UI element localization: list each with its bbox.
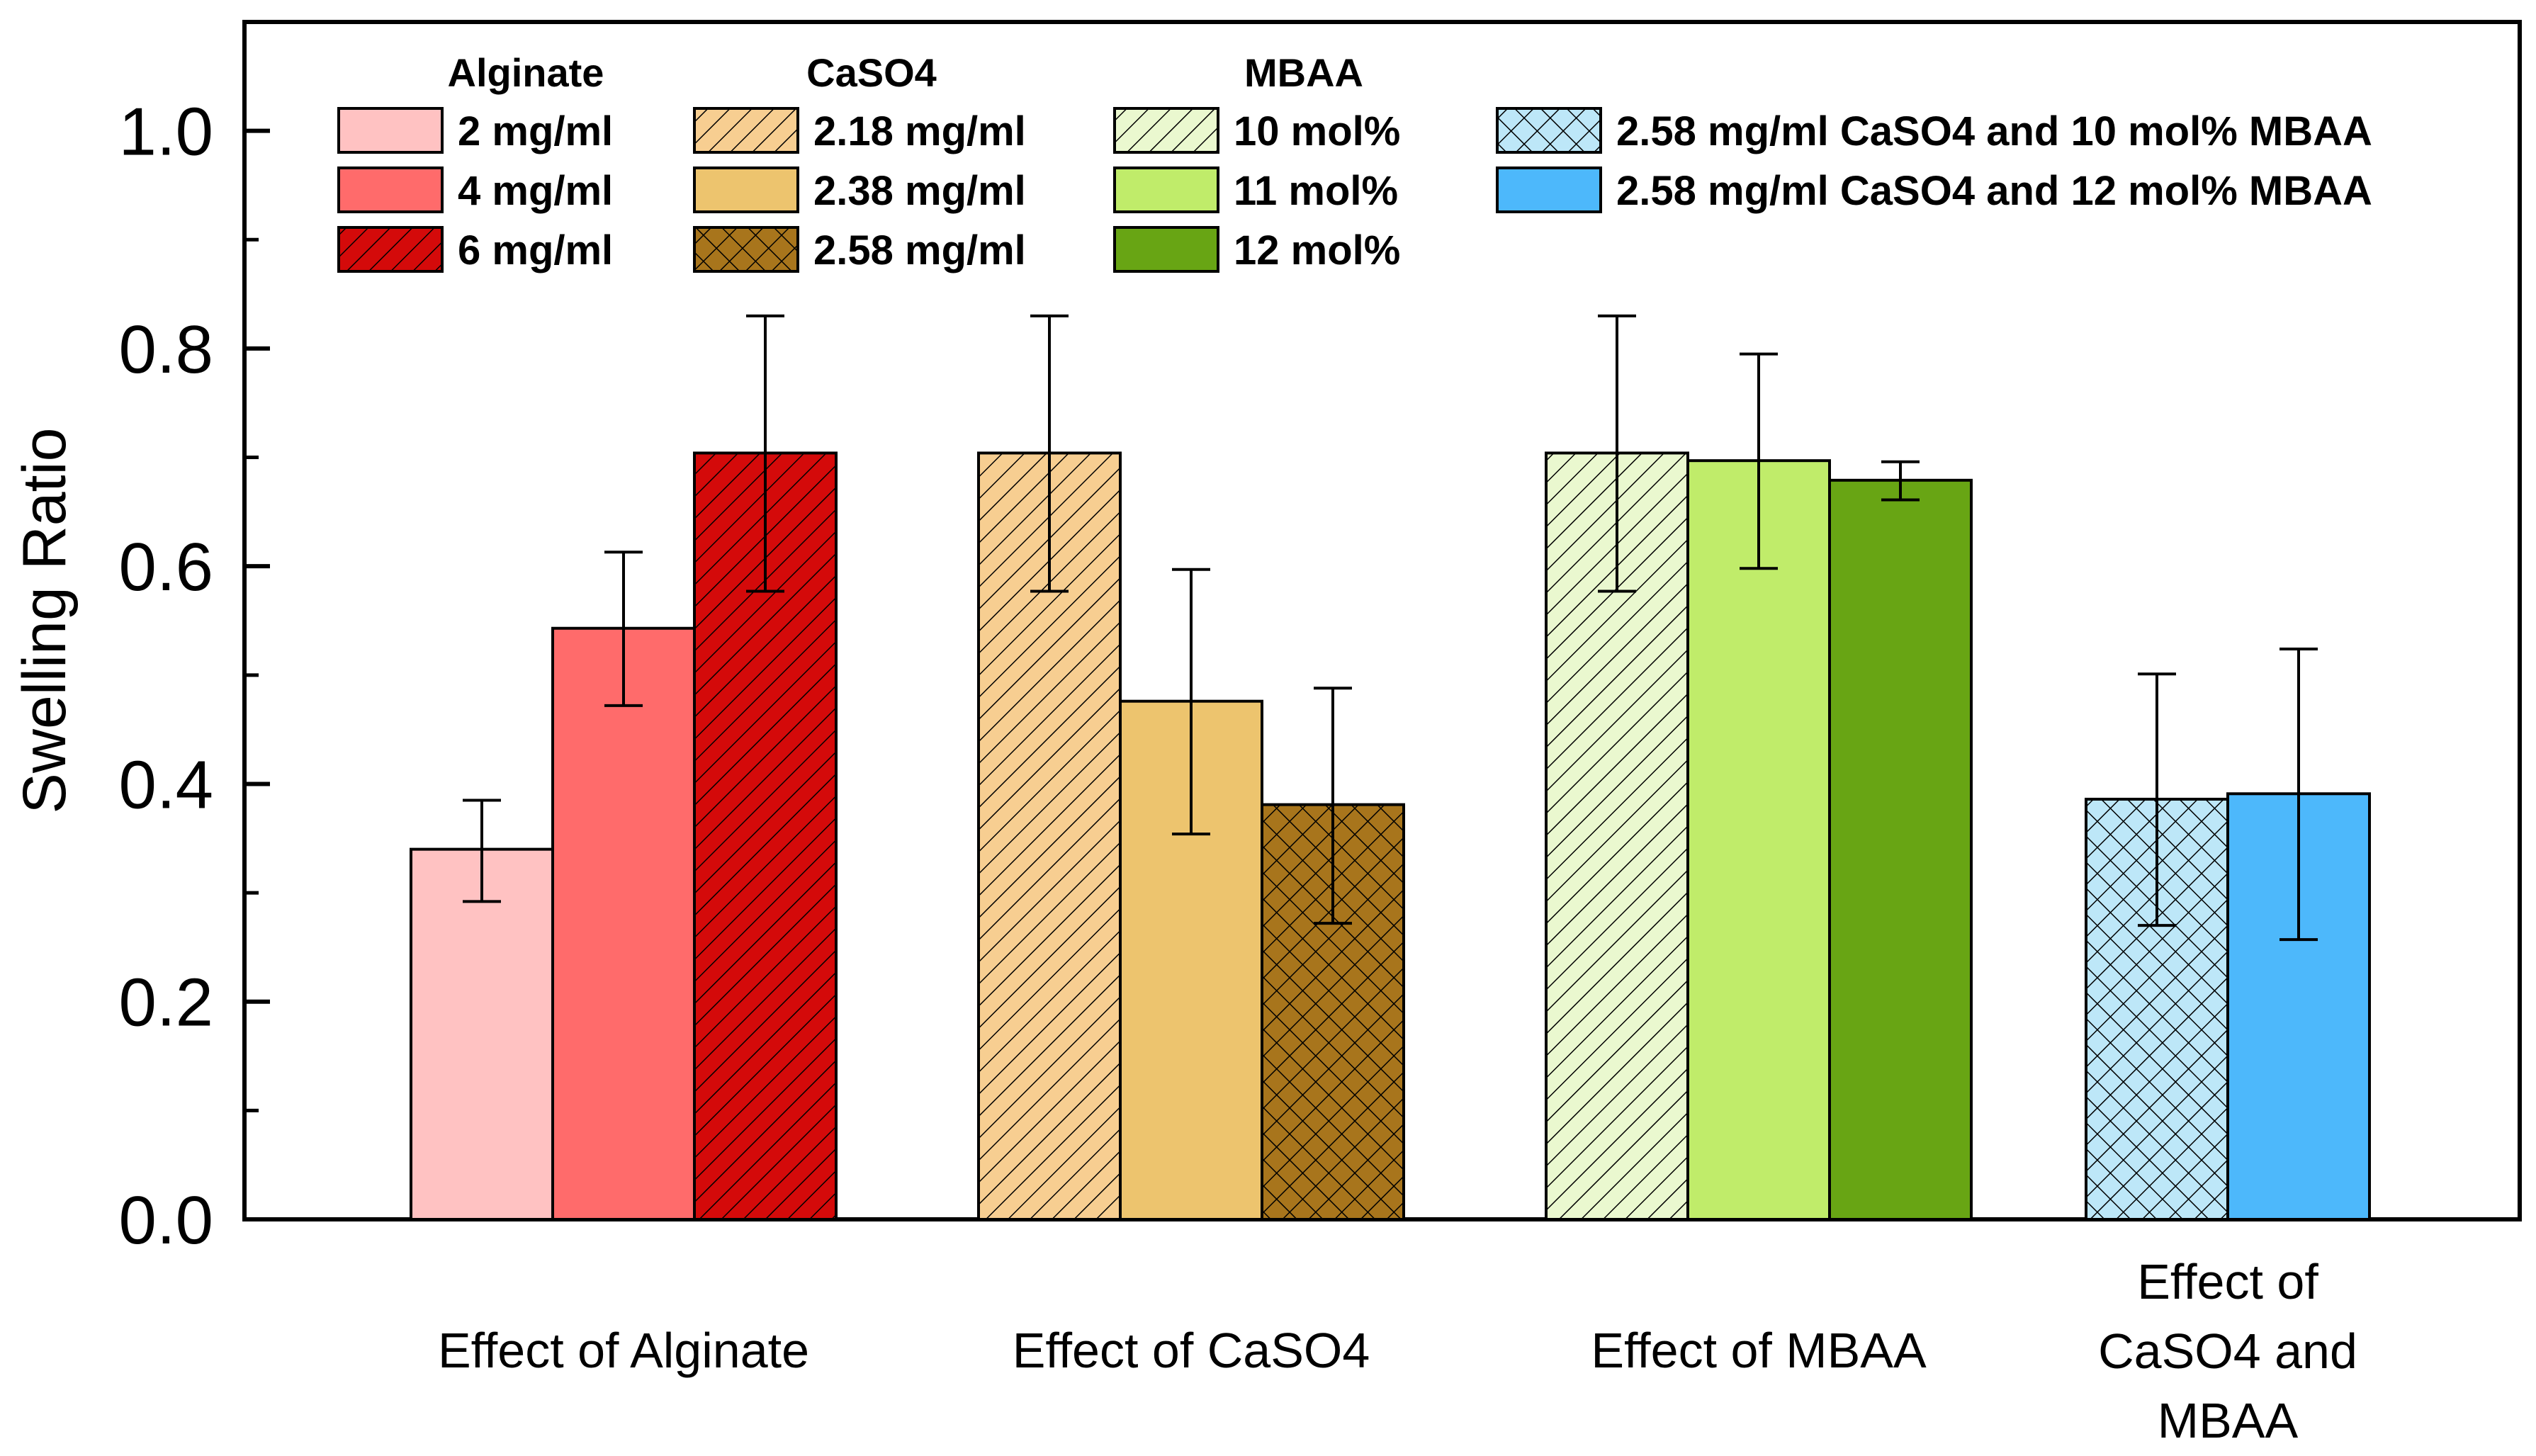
legend-swatch-outline [1113, 167, 1219, 213]
bar-fill [1688, 461, 1830, 1219]
legend-item: 2.58 mg/ml CaSO4 and 10 mol% MBAA [1496, 107, 2372, 154]
legend-label: 2.18 mg/ml [813, 108, 1026, 154]
legend-swatch-outline [337, 107, 444, 154]
bar-4-mg-ml [551, 551, 696, 1221]
y-tick-label: 0.4 [119, 747, 213, 823]
x-axis-category-labels: Effect of Alginate Effect of CaSO4 Effect … [438, 1254, 2357, 1448]
legend-swatch-pattern [1497, 108, 1601, 152]
bar-6-mg-ml [693, 314, 838, 1221]
bar-12-mol- [1828, 460, 1973, 1221]
legend-label: 2.58 mg/ml [813, 227, 1026, 273]
legend-label: 12 mol% [1234, 227, 1400, 273]
legend-swatch-outline [693, 226, 799, 273]
legend-label: 4 mg/ml [458, 168, 613, 214]
y-tick-label: 0.8 [119, 312, 213, 388]
legend-item: 10 mol% [1113, 107, 1400, 154]
legend-label: 2 mg/ml [458, 108, 613, 154]
legend-swatch-outline [693, 167, 799, 213]
legend-item: 11 mol% [1113, 167, 1398, 214]
y-tick-label: 0.6 [119, 529, 213, 605]
legend-swatch-outline [337, 167, 444, 213]
legend-swatch-outline [1113, 107, 1219, 154]
category-label: Effect of [2137, 1254, 2318, 1309]
category-label: MBAA [2158, 1393, 2299, 1448]
legend-label: 11 mol% [1234, 168, 1398, 214]
legend-swatch-outline [1496, 107, 1602, 154]
legend-swatch-pattern [694, 108, 798, 152]
y-axis-label: Swelling Ratio [11, 428, 79, 814]
bars-layer [410, 314, 2371, 1221]
legend-label: 2.38 mg/ml [813, 168, 1026, 214]
legend-title: Alginate [448, 50, 604, 95]
bar-2-38-mg-ml [1119, 568, 1263, 1221]
legend-swatch [1115, 227, 1218, 271]
legend-item: 2.58 mg/ml CaSO4 and 12 mol% MBAA [1496, 167, 2372, 214]
legend-label: 2.58 mg/ml CaSO4 and 12 mol% MBAA [1616, 168, 2372, 214]
legend-swatch [339, 168, 442, 212]
bar-2-mg-ml [410, 798, 554, 1221]
bar-2-58-mg-ml [1261, 687, 1405, 1221]
legend: Alginate CaSO4 MBAA 2 mg/ml 4 mg/ml 6 mg/ml 2.… [337, 50, 2372, 273]
y-tick-label: 0.2 [119, 965, 213, 1041]
category-label: Effect of MBAA [1591, 1323, 1927, 1378]
legend-title: MBAA [1244, 50, 1363, 95]
y-tick-label: 1.0 [119, 94, 213, 170]
legend-swatch-pattern [1115, 108, 1218, 152]
category-label: CaSO4 and [2098, 1324, 2357, 1379]
bar-2-18-mg-ml [977, 314, 1122, 1221]
legend-swatch-outline [693, 107, 799, 154]
legend-swatch [339, 108, 442, 152]
legend-item: 2.18 mg/ml [693, 107, 1026, 154]
legend-item: 2 mg/ml [337, 107, 613, 154]
legend-item: 4 mg/ml [337, 167, 613, 214]
legend-swatch-outline [1496, 167, 1602, 213]
legend-swatch-pattern [339, 227, 442, 271]
bar-11-mol- [1686, 352, 1831, 1221]
bar-10-mol- [1545, 314, 1689, 1221]
legend-swatch [694, 168, 798, 212]
legend-label: 6 mg/ml [458, 227, 613, 273]
legend-label: 2.58 mg/ml CaSO4 and 10 mol% MBAA [1616, 108, 2372, 154]
category-label: Effect of Alginate [438, 1323, 809, 1378]
y-tick-label: 0.0 [119, 1183, 213, 1258]
legend-swatch-outline [1113, 226, 1219, 273]
legend-swatch-outline [337, 226, 444, 273]
bar-fill [1830, 480, 1971, 1219]
legend-item: 2.38 mg/ml [693, 167, 1026, 214]
y-axis: 0.0 0.2 0.4 0.6 0.8 1.0 [119, 94, 270, 1258]
legend-title: CaSO4 [806, 50, 937, 95]
legend-label: 10 mol% [1234, 108, 1400, 154]
bar-2-58-mg-ml-caso4-and-10-mol-mbaa [2085, 672, 2229, 1221]
bar-fill [553, 628, 694, 1219]
legend-item: 12 mol% [1113, 226, 1400, 273]
legend-swatch-pattern [694, 227, 798, 271]
legend-item: 2.58 mg/ml [693, 226, 1026, 273]
legend-swatch [1115, 168, 1218, 212]
legend-swatch [1497, 168, 1601, 212]
bar-fill [411, 849, 553, 1219]
bar-2-58-mg-ml-caso4-and-12-mol-mbaa [2226, 647, 2371, 1221]
category-label: Effect of CaSO4 [1013, 1323, 1370, 1378]
legend-item: 6 mg/ml [337, 226, 613, 273]
